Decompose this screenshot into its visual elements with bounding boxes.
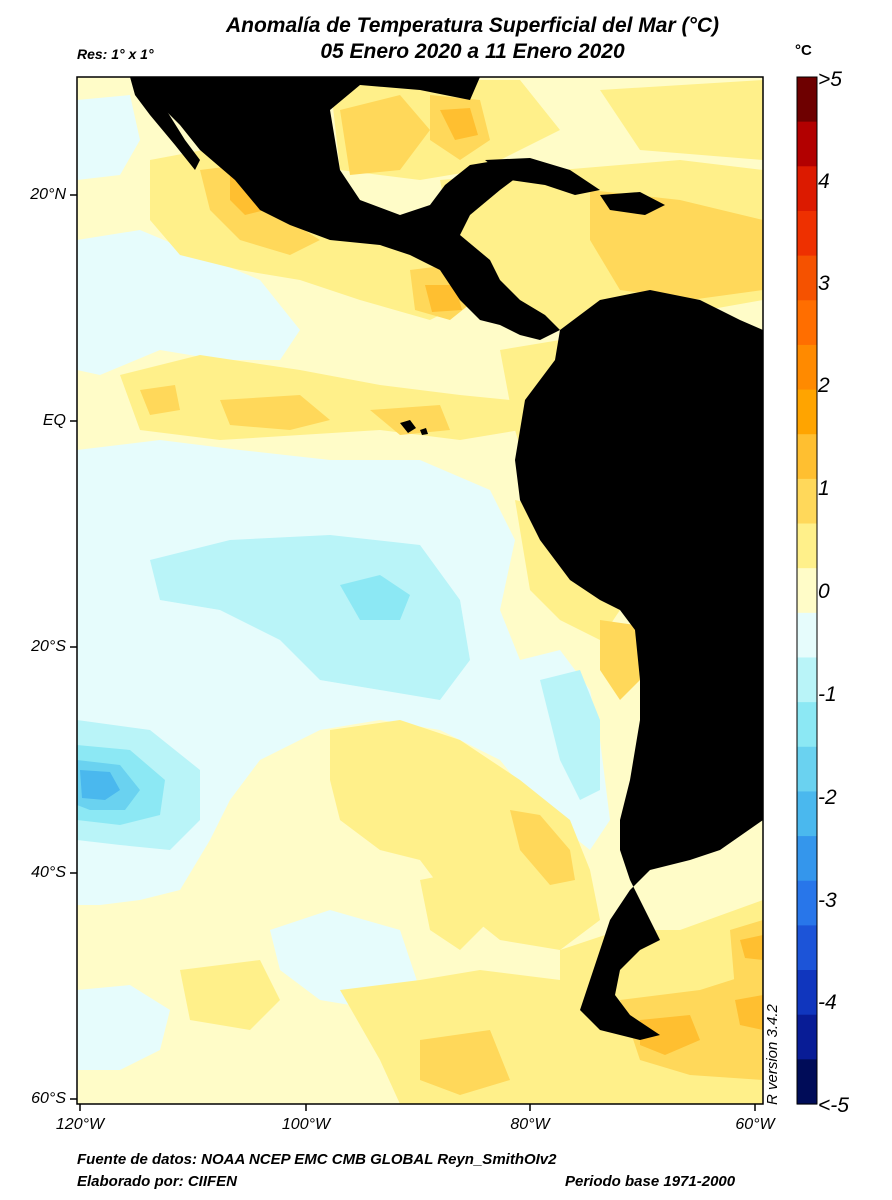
colorbar-swatch	[797, 880, 817, 926]
colorbar-swatch	[797, 166, 817, 212]
colorbar-label: <-5	[818, 1094, 849, 1117]
lon-label-120w: 120°W	[55, 1116, 105, 1133]
map-frame	[76, 76, 764, 1105]
colorbar-swatch	[797, 791, 817, 837]
sst-anomaly-map	[77, 77, 763, 1104]
lat-label-20s: 20°S	[31, 638, 66, 655]
lat-label-40s: 40°S	[31, 864, 66, 881]
colorbar-label: >5	[818, 68, 842, 91]
latitude-ticks	[70, 194, 77, 1100]
lat-label-eq: EQ	[42, 412, 66, 429]
colorbar-swatch	[797, 478, 817, 525]
colorbar-swatch	[797, 121, 817, 167]
colorbar-swatch	[797, 925, 817, 971]
r-version-label: R version 3.4.2	[764, 1004, 781, 1105]
colorbar-unit: °C	[795, 42, 812, 59]
base-period: Periodo base 1971-2000	[565, 1173, 736, 1190]
colorbar-label: -2	[818, 786, 837, 809]
colorbar-label: -4	[818, 991, 837, 1014]
colorbar-label: 0	[818, 580, 830, 603]
lat-label-60s: 60°S	[31, 1090, 66, 1107]
colorbar-swatch	[797, 657, 817, 703]
colorbar-label: 4	[818, 170, 830, 193]
colorbar-swatch	[797, 300, 817, 346]
colorbar-label: -3	[818, 889, 837, 912]
colorbar-swatch	[797, 210, 817, 257]
map-title: Anomalía de Temperatura Superficial del …	[225, 14, 720, 37]
colorbar-swatch	[797, 523, 817, 569]
map-date-range: 05 Enero 2020 a 11 Enero 2020	[320, 40, 625, 63]
colorbar-swatch	[797, 77, 817, 123]
lon-label-80w: 80°W	[510, 1116, 550, 1133]
colorbar-frame	[796, 76, 818, 1105]
colorbar-swatch	[797, 970, 817, 1016]
colorbar-swatch	[797, 702, 817, 748]
lon-label-100w: 100°W	[281, 1116, 331, 1133]
colorbar-swatch	[797, 612, 817, 659]
colorbar	[797, 77, 817, 1105]
lat-label-20n: 20°N	[30, 186, 66, 203]
colorbar-swatch	[797, 1059, 817, 1105]
colorbar-label: -1	[818, 683, 837, 706]
colorbar-swatch	[797, 1014, 817, 1060]
colorbar-swatch	[797, 389, 817, 435]
colorbar-swatch	[797, 836, 817, 882]
colorbar-swatch	[797, 434, 817, 480]
colorbar-swatch	[797, 746, 817, 793]
data-source: Fuente de datos: NOAA NCEP EMC CMB GLOBA…	[77, 1151, 557, 1168]
lon-label-60w: 60°W	[735, 1116, 775, 1133]
colorbar-swatch	[797, 344, 817, 391]
colorbar-label: 1	[818, 477, 830, 500]
colorbar-swatch	[797, 568, 817, 614]
colorbar-swatch	[797, 255, 817, 301]
colorbar-label: 2	[818, 374, 830, 397]
land-mass	[130, 77, 763, 1040]
resolution-label: Res: 1° x 1°	[77, 46, 154, 62]
author-credit: Elaborado por: CIIFEN	[77, 1173, 238, 1190]
longitude-ticks	[79, 1104, 756, 1111]
colorbar-label: 3	[818, 272, 830, 295]
